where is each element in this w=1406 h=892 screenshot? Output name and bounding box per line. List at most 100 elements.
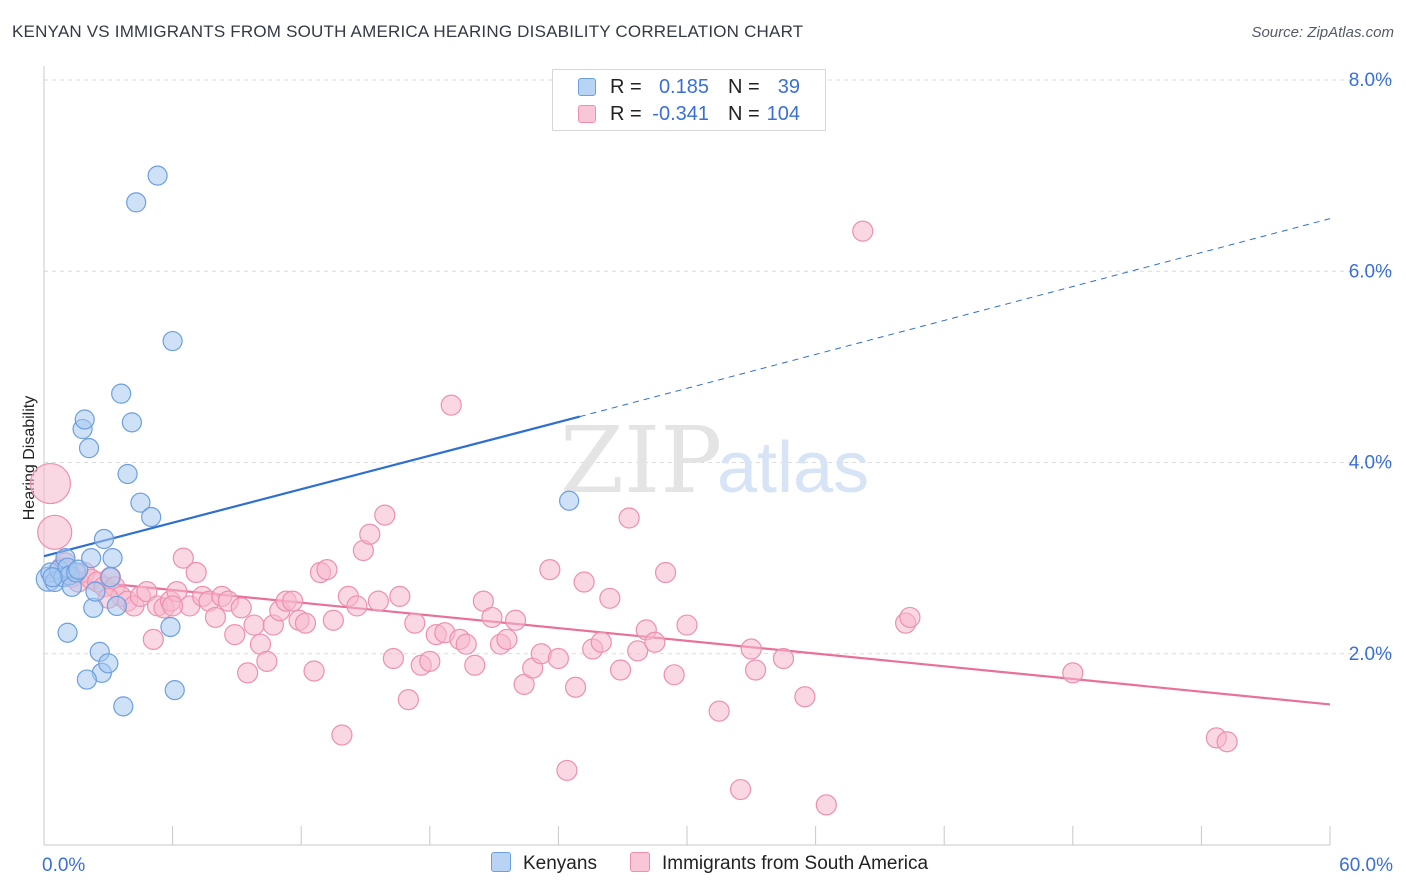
data-point-immigrants [322,609,344,631]
data-point-immigrants [708,700,730,722]
trend-line-kenyans-extension [579,218,1331,418]
axes [43,66,1331,846]
bottom-legend-swatch-immigrants [630,852,650,872]
data-point-immigrants [513,673,535,695]
data-point-kenyans [78,438,100,459]
legend-n-value: 104 [766,103,800,125]
legend-row-kenyans: R = 0.185 N = 39 [553,74,825,100]
data-point-immigrants [573,571,595,593]
bottom-legend-immigrants: Immigrants from South America [630,852,928,875]
legend-swatch-kenyans [578,78,596,96]
series-kenyans-points [35,165,580,717]
data-point-kenyans [126,192,147,213]
source-note: Source: ZipAtlas.com [1251,24,1394,41]
data-point-kenyans [106,595,127,617]
data-point-immigrants [331,724,353,746]
legend-r-label: R = [610,76,642,98]
grid-lines [44,79,1392,655]
data-point-kenyans [93,528,115,550]
data-point-kenyans [559,490,580,511]
data-point-immigrants [644,631,666,653]
bottom-legend-swatch-kenyans [491,852,511,872]
data-point-immigrants [599,587,621,609]
data-point-kenyans [74,409,95,430]
legend-n-value: 39 [777,76,800,98]
data-point-kenyans [57,622,78,643]
legend-n-label: N = [728,103,760,125]
correlation-legend: R = 0.185 N = 39 R = -0.341 N = 104 [552,69,826,131]
watermark-atlas: atlas [717,428,869,508]
legend-r-value: -0.341 [652,103,709,125]
data-point-kenyans [162,330,183,352]
data-point-immigrants [663,664,685,686]
data-point-immigrants [282,590,304,612]
data-point-kenyans [85,581,106,602]
data-point-immigrants [481,606,503,629]
series-immigrants-points [29,220,1238,816]
trend-line-immigrants [43,576,1331,706]
y-tick-label: 8.0% [1349,70,1392,91]
data-point-immigrants [539,558,561,581]
y-tick-label: 4.0% [1349,453,1392,474]
y-tick-label: 6.0% [1349,261,1392,282]
legend-r-label: R = [610,103,642,125]
legend-swatch-immigrants [578,105,596,123]
watermark: ZIP atlas [560,407,869,514]
data-point-immigrants [618,507,640,529]
data-point-kenyans [160,616,181,638]
data-point-immigrants [136,580,158,603]
data-point-immigrants [772,647,795,670]
legend-n-label: N = [728,76,760,98]
data-point-immigrants [404,612,426,634]
data-point-immigrants [185,561,207,584]
data-point-kenyans [102,548,123,569]
data-point-immigrants [740,638,762,660]
data-point-immigrants [496,628,518,651]
data-point-kenyans [100,567,121,588]
data-point-immigrants [794,686,816,708]
data-point-immigrants [382,647,404,670]
data-point-immigrants [609,659,632,681]
data-point-immigrants [1062,662,1084,684]
legend-r-value: 0.185 [658,76,709,98]
data-point-immigrants [142,628,164,651]
data-point-immigrants [162,595,184,617]
data-point-immigrants [389,585,411,607]
y-tick-label: 2.0% [1349,644,1392,665]
data-point-immigrants [359,523,381,545]
data-point-immigrants [419,650,441,673]
data-point-immigrants [256,650,278,673]
data-point-immigrants [37,514,73,550]
legend-row-immigrants: R = -0.341 N = 104 [553,101,825,127]
data-point-immigrants [397,689,419,711]
data-point-immigrants [455,633,477,655]
data-point-immigrants [744,659,767,681]
data-point-immigrants [237,662,259,684]
data-point-kenyans [111,383,132,404]
data-point-kenyans [42,567,63,588]
bottom-legend-label-kenyans: Kenyans [523,853,597,874]
data-point-immigrants [204,606,227,629]
data-point-immigrants [590,631,612,653]
data-point-immigrants [1216,731,1238,753]
data-point-immigrants [852,220,874,242]
data-point-immigrants [815,794,837,816]
data-point-kenyans [68,559,89,580]
x-tick-label: 60.0% [1339,855,1393,876]
x-tick-label: 0.0% [42,855,85,876]
trend-line-kenyans [43,415,581,558]
data-point-immigrants [654,561,677,584]
data-point-immigrants [547,647,570,670]
data-point-immigrants [504,609,527,631]
data-point-immigrants [294,612,317,634]
watermark-zip: ZIP [560,407,722,514]
data-point-immigrants [564,676,587,698]
data-point-immigrants [316,558,338,581]
trend-lines [43,218,1331,706]
data-point-kenyans [164,679,185,701]
data-point-kenyans [113,696,134,717]
data-point-immigrants [346,595,368,617]
data-point-immigrants [556,759,578,782]
data-point-kenyans [147,165,168,186]
